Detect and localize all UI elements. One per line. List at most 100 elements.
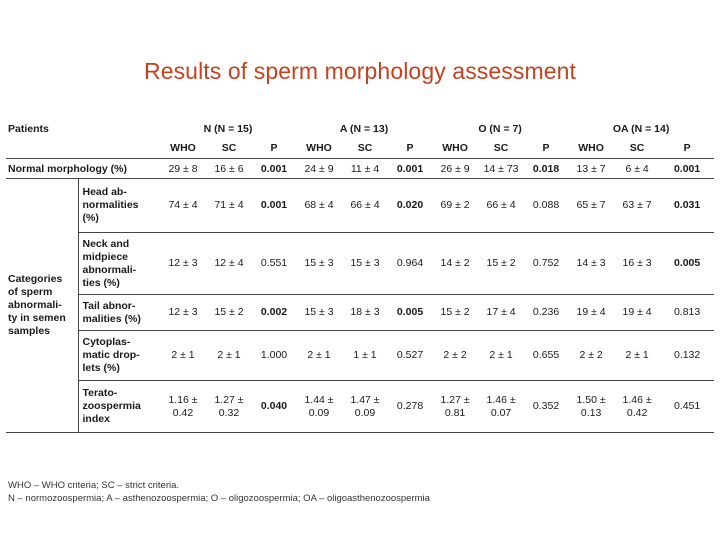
cell-value: 2 ± 2	[443, 349, 467, 361]
footnote-abbreviations: N – normozoospermia; A – asthenozoosperm…	[8, 493, 430, 504]
table-row: Tail abnor- malities (%) 12 ± 3 15 ± 2 0.00…	[6, 295, 715, 331]
cell-value: 2 ± 1	[625, 349, 649, 361]
morphology-table: Patients N (N = 15) A (N = 13) O (N = 7)…	[6, 120, 715, 433]
cell-value: 0.352	[532, 400, 560, 412]
morphology-table-container: Patients N (N = 15) A (N = 13) O (N = 7)…	[6, 120, 715, 433]
cell-value: 0.964	[396, 257, 424, 269]
cell-value: 0.451	[673, 400, 701, 412]
cell-value: 14 ± 3	[576, 257, 606, 269]
subheader-who: WHO	[170, 142, 196, 154]
header-sub-row: WHO SC P WHO SC P WHO SC P WHO SC P	[6, 138, 715, 159]
normal-morphology-value: 0.018	[532, 162, 560, 175]
cell-value: 0.132	[673, 349, 701, 361]
cell-value: 0.551	[260, 257, 288, 269]
subheader-sc: SC	[221, 142, 237, 154]
cell-value: 2 ± 1	[307, 349, 331, 361]
cell-value: 1.000	[260, 349, 288, 361]
cell-value: 0.031	[673, 199, 701, 211]
normal-morphology-value: 14 ± 73	[483, 162, 519, 175]
patients-label: Patients	[8, 123, 49, 135]
cell-value: 0.001	[260, 199, 288, 211]
cell-value: 14 ± 2	[440, 257, 470, 269]
group-header-a: A (N = 13)	[339, 123, 389, 135]
cell-value: 0.655	[532, 349, 560, 361]
cell-value: 15 ± 2	[214, 306, 244, 318]
row-label: Tail abnor- malities (%)	[82, 299, 141, 325]
cell-value: 2 ± 1	[489, 349, 513, 361]
header-sub-spacer	[6, 138, 160, 159]
subheader-sc: SC	[493, 142, 509, 154]
cell-value: 0.813	[673, 306, 701, 318]
subheader-sc: SC	[629, 142, 645, 154]
cell-value: 12 ± 4	[214, 257, 244, 269]
subheader-who: WHO	[578, 142, 604, 154]
normal-morphology-value: 11 ± 4	[350, 162, 380, 175]
cell-value: 1.50 ± 0.13	[576, 393, 606, 419]
cell-value: 15 ± 3	[304, 257, 334, 269]
cell-value: 0.005	[396, 306, 424, 318]
cell-value: 0.005	[673, 257, 701, 269]
cell-value: 69 ± 2	[440, 199, 470, 211]
cell-value: 15 ± 3	[304, 306, 334, 318]
cell-value: 2 ± 1	[217, 349, 241, 361]
cell-value: 15 ± 2	[486, 257, 516, 269]
subheader-p: P	[406, 142, 414, 154]
table-row: Terato- zoospermia index 1.16 ± 0.42 1.27 …	[6, 381, 715, 433]
cell-value: 0.527	[396, 349, 424, 361]
subheader-p: P	[542, 142, 550, 154]
row-label: Terato- zoospermia index	[82, 387, 141, 425]
cell-value: 0.088	[532, 199, 560, 211]
slide-title: Results of sperm morphology assessment	[143, 58, 577, 84]
cell-value: 1.46 ± 0.07	[486, 393, 516, 419]
cell-value: 1.27 ± 0.81	[440, 393, 470, 419]
group-header-n: N (N = 15)	[203, 123, 253, 135]
cell-value: 1.46 ± 0.42	[622, 393, 652, 419]
subheader-who: WHO	[306, 142, 332, 154]
normal-morphology-value: 29 ± 8	[168, 162, 198, 175]
cell-value: 68 ± 4	[304, 199, 334, 211]
table-row: Categories of sperm abnormali- ty in sem…	[6, 178, 715, 433]
normal-morphology-value: 6 ± 4	[625, 162, 649, 175]
header-group-row: Patients N (N = 15) A (N = 13) O (N = 7)…	[6, 120, 714, 138]
subheader-p: P	[683, 142, 691, 154]
group-header-o: O (N = 7)	[478, 123, 522, 135]
table-row: Neck and midpiece abnormali- ties (%) 12 …	[6, 233, 715, 295]
normal-morphology-value: 0.001	[260, 162, 288, 175]
cell-value: 0.752	[532, 257, 560, 269]
subheader-sc: SC	[357, 142, 373, 154]
subheader-p: P	[270, 142, 278, 154]
normal-morphology-value: 16 ± 6	[214, 162, 244, 175]
normal-morphology-value: 13 ± 7	[576, 162, 606, 175]
cell-value: 0.002	[260, 306, 288, 318]
cell-value: 12 ± 3	[168, 306, 198, 318]
normal-morphology-label: Normal morphology (%)	[8, 162, 128, 175]
cell-value: 2 ± 1	[171, 349, 195, 361]
normal-morphology-row: Normal morphology (%) 29 ± 8 16 ± 6 0.001 2…	[6, 159, 715, 179]
category-label: Categories of sperm abnormali- ty in sem…	[6, 178, 79, 433]
cell-value: 66 ± 4	[486, 199, 516, 211]
table-row: Cytoplas- matic drop- lets (%) 2 ± 1 2 ± 1…	[6, 331, 715, 381]
cell-value: 2 ± 2	[579, 349, 603, 361]
group-header-oa: OA (N = 14)	[612, 123, 670, 135]
cell-value: 1.44 ± 0.09	[304, 393, 334, 419]
cell-value: 1.27 ± 0.32	[214, 393, 244, 419]
cell-value: 63 ± 7	[622, 199, 652, 211]
cell-value: 0.278	[396, 400, 424, 412]
cell-value: 19 ± 4	[576, 306, 606, 318]
cell-value: 18 ± 3	[350, 306, 380, 318]
normal-morphology-value: 0.001	[396, 162, 424, 175]
cell-value: 1 ± 1	[353, 349, 377, 361]
normal-morphology-value: 24 ± 9	[304, 162, 334, 175]
subheader-who: WHO	[442, 142, 468, 154]
row-label: Cytoplas- matic drop- lets (%)	[82, 336, 140, 374]
cell-value: 12 ± 3	[168, 257, 198, 269]
cell-value: 15 ± 2	[440, 306, 470, 318]
cell-value: 1.47 ± 0.09	[350, 393, 380, 419]
cell-value: 0.020	[396, 199, 424, 211]
row-label: Neck and midpiece abnormali- ties (%)	[82, 237, 137, 289]
cell-value: 17 ± 4	[486, 306, 516, 318]
footnote-criteria: WHO – WHO criteria; SC – strict criteria…	[8, 480, 180, 491]
cell-value: 16 ± 3	[622, 257, 652, 269]
cell-value: 1.16 ± 0.42	[168, 393, 198, 419]
row-label: Head ab- normalities (%)	[82, 186, 139, 224]
